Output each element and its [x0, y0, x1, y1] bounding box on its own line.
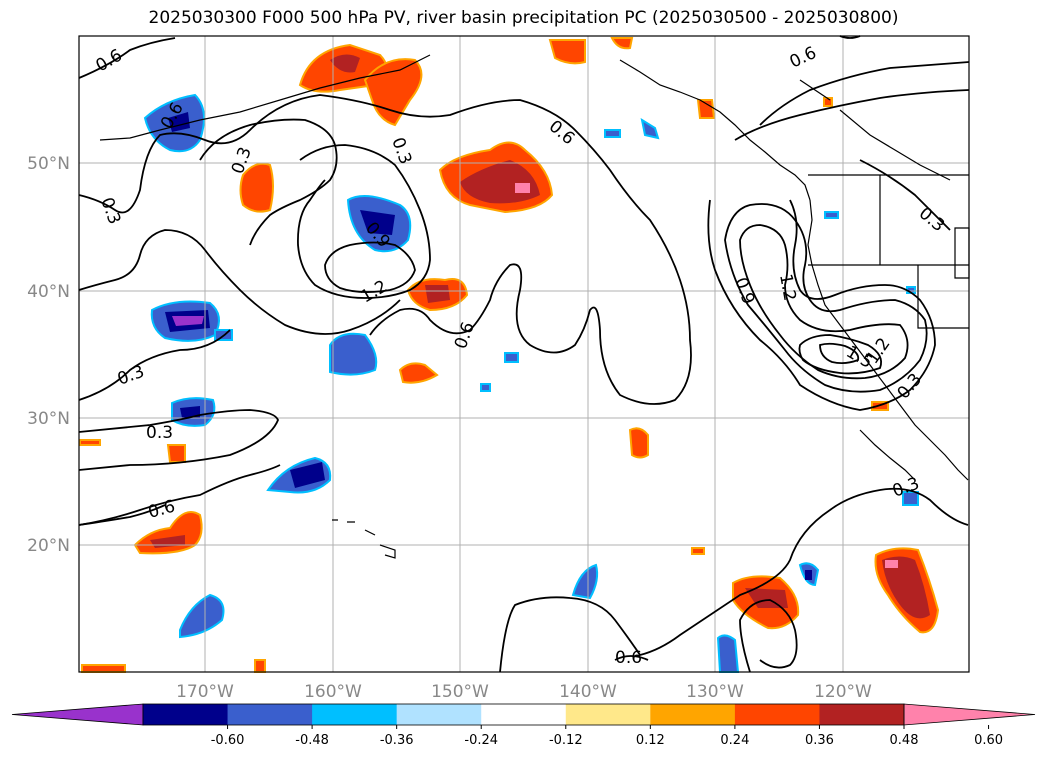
colorbar-tick-label: 0.48 [890, 733, 919, 748]
colorbar-extend-max [903, 703, 1036, 726]
colorbar-outline [142, 703, 905, 726]
contour-label: 0.3 [146, 423, 173, 443]
lat-label: 20°N [27, 536, 70, 556]
contour-label: 0.6 [615, 648, 642, 668]
colorbar-cell [143, 704, 229, 725]
lat-label: 50°N [27, 154, 70, 174]
colorbar-tick-label: -0.12 [549, 733, 583, 748]
map-border [78, 35, 970, 673]
chart-title: 2025030300 F000 500 hPa PV, river basin … [148, 8, 899, 28]
colorbar-cell [227, 704, 313, 725]
colorbar-tick-label: -0.24 [464, 733, 498, 748]
lon-label: 130°W [686, 682, 744, 702]
lon-label: 150°W [431, 682, 489, 702]
colorbar-tick-label: 0.60 [974, 733, 1003, 748]
colorbar-cell [481, 704, 567, 725]
lat-label: 30°N [27, 409, 70, 429]
colorbar-cell [396, 704, 482, 725]
colorbar-cell [819, 704, 905, 725]
colorbar-tick-label: -0.36 [380, 733, 414, 748]
map-panel: 0.6 0.6 0.6 0.6 0.3 0.3 0.9 1.2 0.3 0.3 … [78, 35, 970, 673]
colorbar-tick-label: 0.12 [636, 733, 665, 748]
positive-precip-areas [79, 37, 940, 673]
colorbar-tick-label: 0.24 [720, 733, 749, 748]
colorbar-tick-label: 0.36 [805, 733, 834, 748]
colorbar-tick-label: -0.60 [211, 733, 245, 748]
lon-label: 140°W [559, 682, 617, 702]
lon-axis: 170°W 160°W 150°W 140°W 130°W 120°W [176, 682, 872, 702]
pv-contours [78, 35, 970, 673]
lat-label: 40°N [27, 282, 70, 302]
colorbar [11, 703, 1036, 726]
lon-label: 160°W [304, 682, 362, 702]
colorbar-tick-label: -0.48 [295, 733, 329, 748]
colorbar-cell [312, 704, 398, 725]
colorbar-cell [565, 704, 651, 725]
contour-label: 1.2 [775, 272, 799, 302]
colorbar-ticks: -0.60 -0.48 -0.36 -0.24 -0.12 0.12 0.24 0.36 0.4… [211, 725, 1003, 748]
lon-label: 120°W [814, 682, 872, 702]
lat-axis: 50°N 40°N 30°N 20°N [27, 154, 70, 556]
lon-label: 170°W [176, 682, 234, 702]
colorbar-extend-min [11, 703, 144, 726]
colorbar-cell [650, 704, 736, 725]
colorbar-cell [734, 704, 820, 725]
coastlines [99, 54, 970, 559]
